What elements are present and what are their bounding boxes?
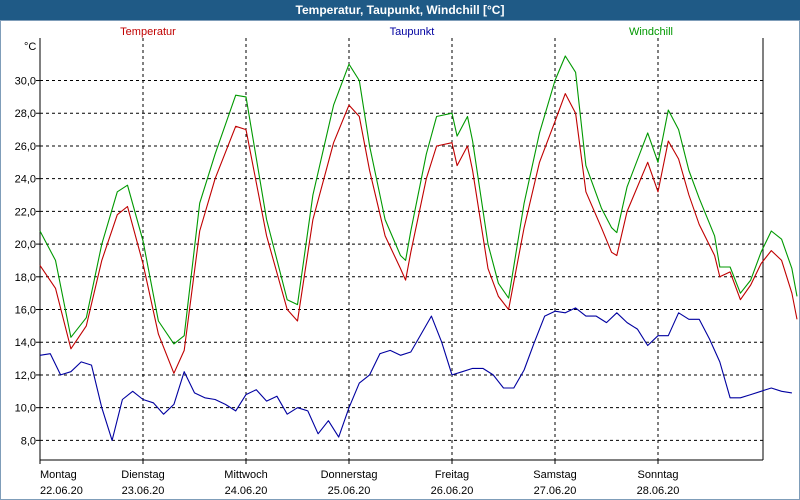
grid-lines <box>40 38 763 460</box>
y-tick-label: 28,0 <box>15 108 36 120</box>
y-axis-unit-label: °C <box>24 41 36 53</box>
y-tick-label: 20,0 <box>15 239 36 251</box>
x-tick-weekday: Samstag <box>533 469 576 481</box>
y-axis-ticks: 8,0 10,0 12,0 14,0 16,0 18,0 20,0 22,0 24,0 26,0 2… <box>15 76 40 447</box>
series-line-windchill <box>39 55 798 345</box>
x-tick-date: 27.06.20 <box>534 485 577 497</box>
y-tick-label: 24,0 <box>15 174 36 186</box>
y-tick-label: 30,0 <box>15 76 36 88</box>
x-tick-date: 23.06.20 <box>122 485 165 497</box>
x-axis-ticks: Montag 22.06.20 Dienstag 23.06.20 Mittwoch 24… <box>39 460 680 497</box>
y-tick-label: 16,0 <box>15 305 36 317</box>
y-tick-label: 14,0 <box>15 337 36 349</box>
legend-windchill: Windchill <box>629 26 673 38</box>
y-tick-label: 26,0 <box>15 141 36 153</box>
x-tick-date: 24.06.20 <box>225 485 268 497</box>
series-line-taupunkt <box>39 307 792 441</box>
legend-temperatur: Temperatur <box>120 26 176 38</box>
legend-taupunkt: Taupunkt <box>390 26 435 38</box>
window-title: Temperatur, Taupunkt, Windchill [°C] <box>0 0 800 20</box>
y-tick-label: 18,0 <box>15 272 36 284</box>
y-tick-label: 10,0 <box>15 403 36 415</box>
plot-area <box>40 38 763 460</box>
x-tick-date: 22.06.20 <box>40 485 83 497</box>
x-tick-weekday: Sonntag <box>638 469 679 481</box>
legend: Temperatur Taupunkt Windchill <box>120 26 673 38</box>
y-tick-label: 12,0 <box>15 370 36 382</box>
x-tick-weekday: Freitag <box>435 469 469 481</box>
y-tick-label: 22,0 <box>15 206 36 218</box>
series-lines <box>39 55 798 441</box>
x-tick-weekday: Montag <box>40 469 77 481</box>
x-tick-date: 28.06.20 <box>637 485 680 497</box>
y-tick-label: 8,0 <box>21 435 36 447</box>
x-tick-weekday: Dienstag <box>121 469 164 481</box>
x-tick-weekday: Donnerstag <box>321 469 378 481</box>
x-tick-date: 26.06.20 <box>431 485 474 497</box>
series-line-temperatur <box>39 93 798 374</box>
x-tick-weekday: Mittwoch <box>224 469 267 481</box>
x-tick-date: 25.06.20 <box>328 485 371 497</box>
